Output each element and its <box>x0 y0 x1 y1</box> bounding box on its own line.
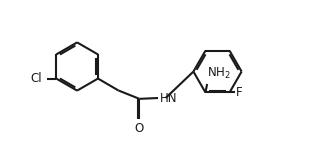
Text: Cl: Cl <box>30 72 42 85</box>
Text: NH$_2$: NH$_2$ <box>207 66 231 81</box>
Text: F: F <box>236 86 242 99</box>
Text: HN: HN <box>160 91 177 104</box>
Text: O: O <box>135 122 144 135</box>
